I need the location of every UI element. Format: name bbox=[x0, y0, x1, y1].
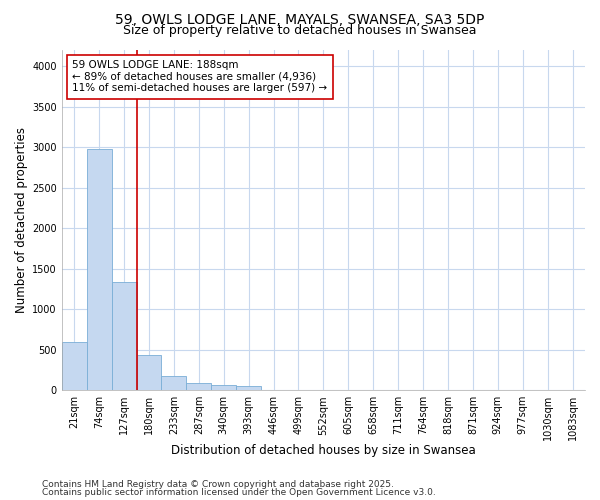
Text: Contains public sector information licensed under the Open Government Licence v3: Contains public sector information licen… bbox=[42, 488, 436, 497]
Bar bbox=[137, 356, 161, 390]
Text: 59, OWLS LODGE LANE, MAYALS, SWANSEA, SA3 5DP: 59, OWLS LODGE LANE, MAYALS, SWANSEA, SA… bbox=[115, 12, 485, 26]
Bar bbox=[86, 149, 112, 390]
Bar bbox=[187, 382, 211, 390]
Bar bbox=[211, 386, 236, 390]
Y-axis label: Number of detached properties: Number of detached properties bbox=[15, 127, 28, 313]
Bar bbox=[161, 376, 187, 390]
Bar bbox=[236, 386, 261, 390]
X-axis label: Distribution of detached houses by size in Swansea: Distribution of detached houses by size … bbox=[171, 444, 476, 458]
Bar bbox=[62, 342, 86, 390]
Bar bbox=[112, 282, 137, 390]
Text: Size of property relative to detached houses in Swansea: Size of property relative to detached ho… bbox=[123, 24, 477, 37]
Text: Contains HM Land Registry data © Crown copyright and database right 2025.: Contains HM Land Registry data © Crown c… bbox=[42, 480, 394, 489]
Text: 59 OWLS LODGE LANE: 188sqm
← 89% of detached houses are smaller (4,936)
11% of s: 59 OWLS LODGE LANE: 188sqm ← 89% of deta… bbox=[72, 60, 328, 94]
